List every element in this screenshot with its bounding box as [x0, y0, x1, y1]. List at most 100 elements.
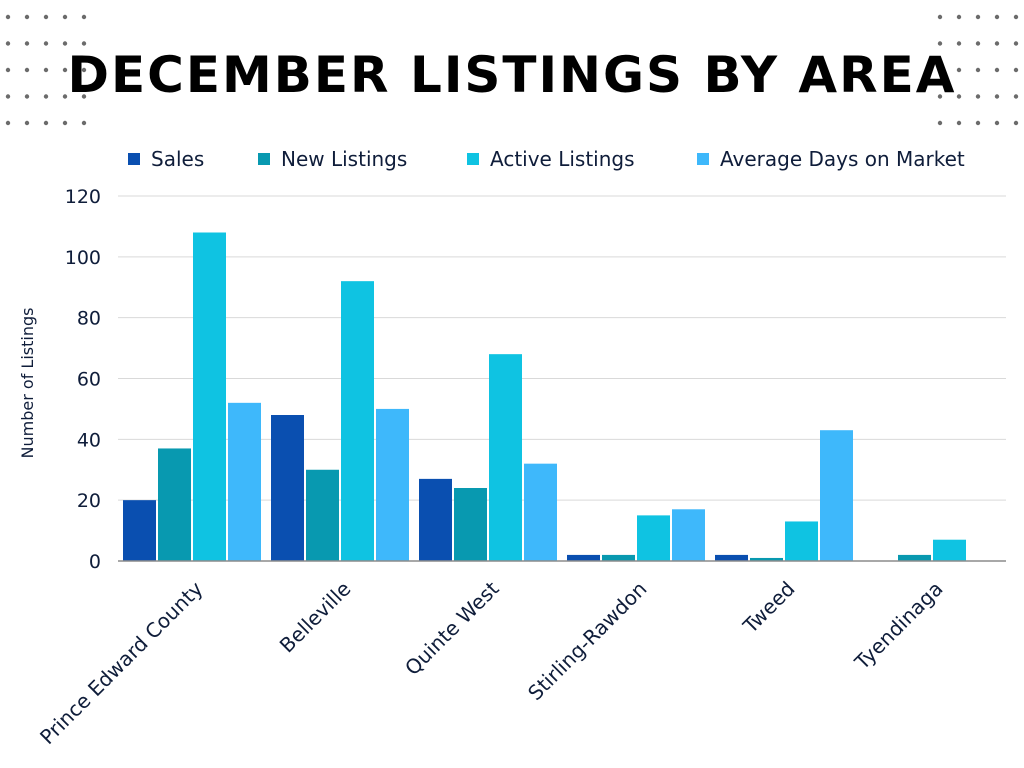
bar [637, 515, 670, 561]
decor-dot [5, 67, 11, 73]
y-tick-label: 80 [77, 308, 101, 330]
y-tick-label: 40 [77, 429, 101, 451]
decor-dot [24, 67, 30, 73]
decor-dot [62, 67, 68, 73]
bar [750, 557, 783, 561]
legend-label: Sales [151, 147, 204, 171]
legend-swatch [128, 153, 140, 165]
legend-item: Sales [128, 147, 204, 171]
decor-dot [1013, 120, 1019, 126]
decor-dot [43, 14, 49, 20]
bar [524, 463, 557, 561]
bar [228, 402, 261, 561]
decor-dot [994, 120, 1000, 126]
bar [271, 415, 304, 561]
decorative-dots [5, 14, 1019, 126]
bars [123, 232, 966, 561]
bar [933, 539, 966, 561]
x-tick-label: Prince Edward County [35, 576, 208, 749]
decor-dot [937, 41, 943, 46]
decor-dot [956, 94, 962, 99]
decor-dot [81, 120, 87, 126]
decor-dot [62, 94, 68, 99]
bar [820, 430, 853, 561]
decor-dot [24, 120, 30, 126]
decor-dot [24, 41, 30, 46]
decor-dot [975, 14, 981, 20]
legend-item: Active Listings [467, 147, 635, 171]
decor-dot [956, 14, 962, 20]
decor-dot [1013, 14, 1019, 20]
decor-dot [81, 67, 87, 73]
y-tick-label: 0 [89, 551, 101, 573]
decor-dot [994, 67, 1000, 73]
x-tick-label: Belleville [275, 577, 356, 658]
legend-swatch [467, 153, 479, 165]
bar [672, 509, 705, 561]
legend-swatch [697, 153, 709, 165]
x-tick-label: Quinte West [400, 576, 504, 680]
decor-dot [5, 41, 11, 46]
decor-dot [975, 41, 981, 46]
bar [306, 469, 339, 561]
bar [158, 448, 191, 561]
decor-dot [1013, 41, 1019, 46]
decor-dot [43, 120, 49, 126]
decor-dot [5, 120, 11, 126]
decor-dot [62, 41, 68, 46]
decor-dot [975, 67, 981, 73]
decor-dot [994, 41, 1000, 46]
decor-dot [43, 94, 49, 99]
decor-dot [956, 67, 962, 73]
decor-dot [62, 120, 68, 126]
decor-dot [43, 67, 49, 73]
legend-item: New Listings [258, 147, 407, 171]
y-tick-label: 20 [77, 490, 101, 512]
grid [118, 195, 1006, 501]
decor-dot [994, 94, 1000, 99]
decor-dot [24, 94, 30, 99]
decor-dot [937, 67, 943, 73]
bar [715, 554, 748, 561]
legend-label: Active Listings [490, 147, 635, 171]
decor-dot [43, 41, 49, 46]
bar [341, 281, 374, 561]
decor-dot [975, 120, 981, 126]
decor-dot [1013, 94, 1019, 99]
decor-dot [62, 14, 68, 20]
x-tick-label: Stirling-Rawdon [523, 577, 651, 705]
legend: Sales New Listings Active Listings Average … [128, 147, 965, 171]
decor-dot [937, 120, 943, 126]
y-axis: 0 20 40 60 80 100 120 [65, 186, 101, 573]
bar [785, 521, 818, 561]
bar [123, 500, 156, 561]
bar [567, 554, 600, 561]
bar [898, 554, 931, 561]
decor-dot [956, 41, 962, 46]
legend-label: Average Days on Market [720, 147, 965, 171]
bar [193, 232, 226, 561]
decor-dot [1013, 67, 1019, 73]
decor-dot [81, 41, 87, 46]
y-tick-label: 100 [65, 247, 101, 269]
decor-dot [937, 94, 943, 99]
decor-dot [5, 94, 11, 99]
y-tick-label: 60 [77, 369, 101, 391]
y-tick-label: 120 [65, 186, 101, 208]
decor-dot [24, 14, 30, 20]
decor-dot [81, 14, 87, 20]
bar [419, 478, 452, 561]
decor-dot [5, 14, 11, 20]
chart-title: DECEMBER LISTINGS BY AREA [68, 46, 957, 104]
x-tick-label: Tweed [738, 577, 800, 639]
y-axis-label: Number of Listings [18, 308, 37, 459]
decor-dot [975, 94, 981, 99]
bar [376, 408, 409, 561]
legend-item: Average Days on Market [697, 147, 965, 171]
bar [602, 554, 635, 561]
decor-dot [937, 14, 943, 20]
decor-dot [994, 14, 1000, 20]
x-axis: Prince Edward County Belleville Quinte Wes… [35, 576, 947, 749]
